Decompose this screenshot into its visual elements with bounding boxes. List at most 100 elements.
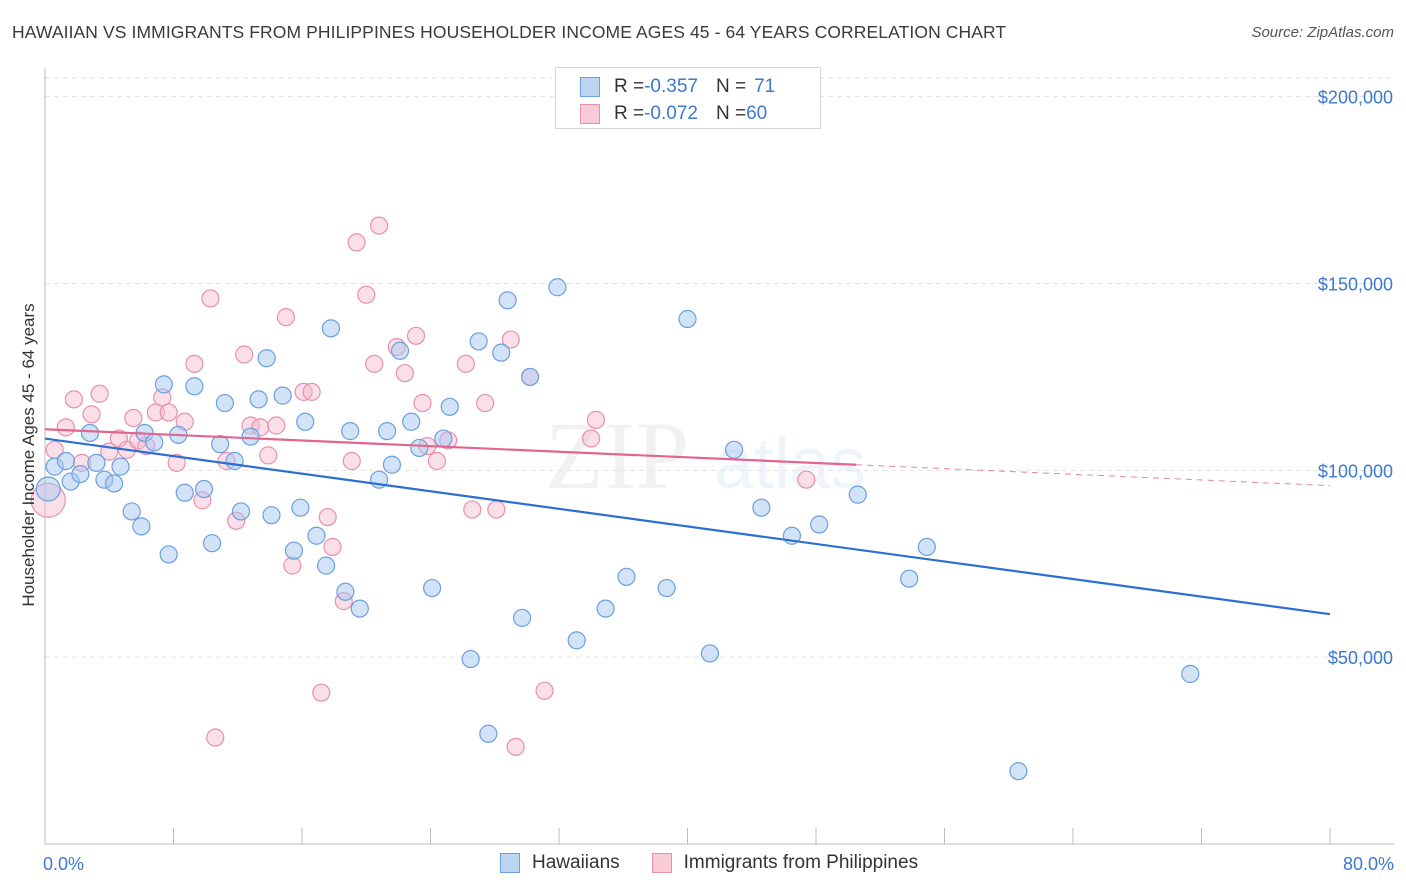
philippines-point [318, 507, 337, 527]
philippines-point [259, 446, 278, 465]
philippines-point [476, 393, 495, 413]
philippines-point [90, 384, 109, 403]
legend-r-value: -0.072 [644, 103, 698, 124]
hawaiians-point [848, 485, 867, 504]
hawaiians-point [321, 319, 341, 338]
tick-labels: $50,000 $100,000 $150,000 $200,000 [1318, 88, 1393, 668]
legend-n-value: 71 [754, 76, 776, 97]
y-tick-label: $150,000 [1318, 275, 1393, 295]
philippines-point [535, 681, 554, 700]
x-tick-label-min: 0.0% [43, 854, 84, 874]
philippines-point [206, 728, 225, 747]
philippines-point [276, 308, 296, 327]
y-axis-title: Householder Income Ages 45 - 64 years [19, 303, 38, 606]
correlation-legend: R = -0.357 N = 71 R = -0.072 N = 60 [555, 67, 821, 129]
hawaiians-point [262, 506, 281, 525]
philippines-point [146, 403, 165, 422]
hawaiians-point [810, 515, 829, 534]
hawaiians-point [71, 464, 90, 484]
hawaiians-point [596, 599, 615, 618]
hawaiians-point [917, 537, 936, 557]
hawaiians-point [492, 343, 511, 362]
y-tick-label: $200,000 [1318, 88, 1393, 108]
philippines-point [124, 408, 143, 428]
legend-r-label: R = [614, 103, 645, 124]
philippines-point [201, 289, 220, 308]
philippines-point [56, 418, 75, 437]
philippines-point [283, 556, 302, 575]
series-label-philippines: Immigrants from Philippines [683, 852, 919, 873]
legend-n-value: 60 [746, 103, 768, 124]
philippines-point [347, 233, 366, 252]
hawaiians-point [479, 724, 498, 743]
hawaiians-point [175, 483, 194, 502]
hawaiians-point [350, 599, 369, 618]
hawaiians-point [194, 479, 214, 499]
hawaiians-point [434, 429, 453, 448]
philippines-point [312, 683, 331, 702]
hawaiians-point [132, 517, 151, 536]
hawaiians-point [225, 451, 244, 471]
hawaiians-point [316, 556, 336, 575]
philippines-point [365, 354, 384, 373]
hawaiians-point [678, 309, 697, 329]
legend-n-label: N = [715, 76, 747, 97]
hawaiians-point [111, 457, 130, 476]
philippines-point [797, 470, 816, 489]
legend-r-label: R = [614, 76, 645, 97]
chart-title: HAWAIIAN VS IMMIGRANTS FROM PHILIPPINES … [12, 22, 1007, 42]
philippines-trend-line [44, 428, 857, 466]
hawaiians-point [231, 502, 251, 521]
series-label-hawaiians: Hawaiians [532, 852, 620, 873]
legend-r-value: -0.357 [644, 76, 698, 97]
hawaiians-point [210, 435, 230, 454]
philippines-point [235, 345, 254, 364]
hawaiians-point [296, 412, 315, 431]
hawaiians-point [390, 341, 410, 360]
hawaiians-point [241, 427, 260, 446]
hawaiians-point [145, 433, 164, 452]
philippines-point [82, 405, 101, 424]
philippines-point [370, 216, 389, 235]
hawaiians-point [273, 386, 292, 405]
hawaiians-point [185, 377, 204, 396]
hawaiians-point [469, 332, 488, 351]
hawaiians-point [122, 502, 141, 521]
legend-swatch-blue [580, 77, 600, 97]
hawaiians-point [461, 649, 480, 669]
philippines-point [501, 330, 520, 349]
philippines-points [30, 216, 816, 756]
philippines-point [267, 416, 286, 435]
legend-row-philippines: R = -0.072 N = 60 [580, 103, 767, 125]
hawaiians-point [159, 545, 178, 564]
hawaiians-point [700, 644, 720, 663]
philippines-point [342, 451, 361, 471]
philippines-point [406, 326, 426, 345]
hawaiians-point [382, 455, 402, 474]
hawaiians-point [154, 375, 173, 394]
philippines-point [357, 285, 376, 304]
series-legend: Hawaiians Immigrants from Philippines [500, 852, 950, 874]
hawaiians-point [378, 422, 397, 441]
hawaiians-point [567, 631, 586, 650]
source-credit: Source: ZipAtlas.com [1251, 24, 1394, 41]
philippines-point [167, 453, 186, 472]
hawaiians-point [752, 498, 771, 517]
hawaiians-point [291, 498, 310, 517]
philippines-point [395, 364, 414, 383]
hawaiians-point [512, 608, 532, 628]
philippines-point [586, 410, 606, 429]
hawaiians-point [900, 569, 919, 588]
series-legend-hawaiians: Hawaiians [500, 852, 620, 874]
philippines-point [159, 403, 178, 422]
hawaiians-trend-line [44, 437, 1331, 616]
trend-lines [44, 428, 1331, 616]
philippines-point [413, 393, 432, 413]
axes [44, 68, 1394, 845]
hawaiians-point [215, 393, 234, 413]
hawaiians-point [520, 367, 540, 387]
hawaiians-point [1009, 762, 1028, 781]
y-tick-label: $100,000 [1318, 461, 1393, 481]
hawaiians-point [548, 278, 567, 297]
philippines-point [506, 737, 525, 756]
